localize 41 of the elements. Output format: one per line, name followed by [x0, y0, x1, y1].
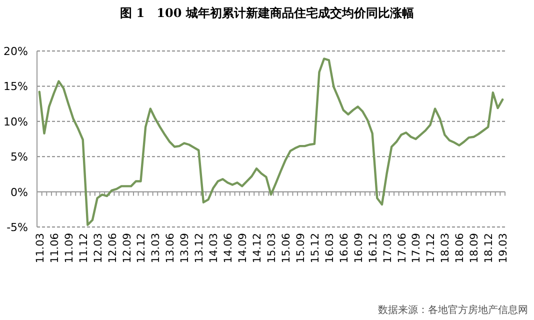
- x-tick-label: 14.12: [252, 233, 264, 264]
- x-tick-label: 13.03: [150, 233, 162, 264]
- y-tick-label: -5%: [6, 221, 28, 234]
- x-tick-label: 17.09: [410, 233, 423, 264]
- x-tick-label: 18.12: [483, 233, 496, 264]
- x-tick-label: 16.09: [352, 233, 365, 264]
- x-tick-label: 16.06: [338, 232, 350, 264]
- x-tick-label: 15.12: [309, 233, 322, 264]
- x-tick-label: 14.06: [222, 232, 235, 264]
- x-tick-label: 11.03: [34, 233, 46, 264]
- y-tick-label: 20%: [4, 45, 28, 58]
- x-tick-label: 13.12: [194, 233, 206, 264]
- x-tick-label: 19.03: [498, 233, 510, 264]
- x-tick-label: 12.12: [136, 233, 148, 264]
- x-tick-label: 14.09: [237, 233, 250, 264]
- x-tick-label: 18.09: [468, 233, 481, 264]
- x-tick-label: 16.03: [324, 233, 336, 264]
- x-tick-label: 15.03: [266, 233, 278, 264]
- x-tick-label: 13.06: [164, 232, 177, 264]
- x-tick-label: 17.06: [396, 232, 408, 264]
- x-tick-label: 11.06: [48, 232, 61, 264]
- y-tick-label: 0%: [10, 186, 28, 199]
- x-tick-label: 12.09: [121, 233, 134, 264]
- x-tick-label: 11.12: [78, 233, 90, 264]
- x-tick-label: 16.12: [367, 233, 380, 264]
- x-tick-label: 15.06: [280, 232, 292, 264]
- x-tick-label: 15.09: [294, 233, 307, 264]
- y-tick-label: 15%: [4, 80, 28, 94]
- y-tick-label: 5%: [10, 150, 28, 164]
- x-tick-label: 18.03: [440, 233, 452, 264]
- x-tick-label: 11.09: [63, 233, 76, 264]
- x-tick-label: 17.03: [382, 233, 394, 264]
- chart-title: 图 1 100 城年初累计新建商品住宅成交均价同比涨幅: [120, 6, 414, 20]
- x-tick-label: 13.09: [179, 233, 192, 264]
- x-tick-label: 18.06: [454, 232, 466, 264]
- x-tick-label: 12.03: [92, 233, 104, 264]
- y-tick-label: 10%: [4, 115, 28, 128]
- x-tick-label: 12.06: [106, 232, 119, 264]
- source-note: 数据来源：各地官方房地产信息网: [378, 304, 528, 316]
- x-tick-label: 17.12: [425, 233, 438, 264]
- x-tick-label: 14.03: [208, 233, 220, 264]
